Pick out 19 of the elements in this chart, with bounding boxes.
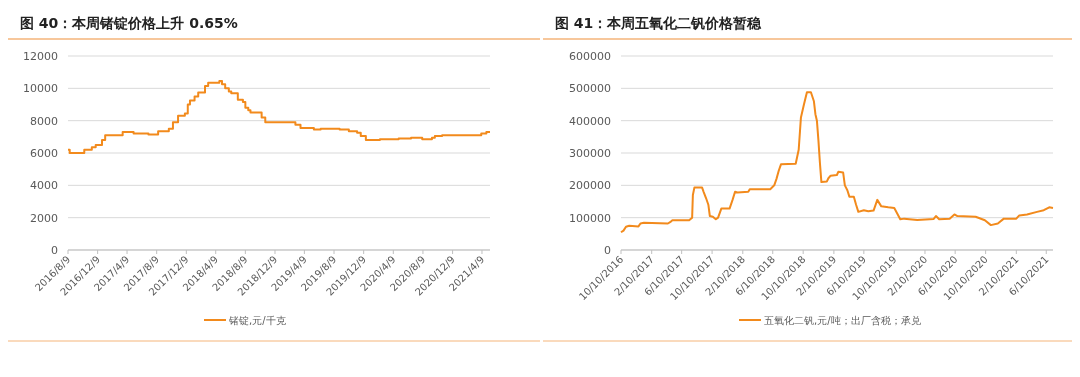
- y-tick-label: 4000: [30, 179, 58, 193]
- y-tick-label: 0: [604, 243, 611, 257]
- line-series: [620, 91, 1054, 234]
- y-tick-label: 500000: [569, 82, 611, 96]
- chart-title: 图 41：本周五氧化二钒价格暂稳: [555, 15, 763, 31]
- y-tick-label: 200000: [569, 179, 611, 193]
- y-tick-label: 400000: [569, 114, 611, 128]
- y-tick-label: 0: [51, 243, 58, 257]
- y-tick-label: 300000: [569, 146, 611, 160]
- y-tick-label: 2000: [30, 211, 58, 225]
- y-tick-label: 100000: [569, 211, 611, 225]
- y-tick-label: 600000: [569, 49, 611, 63]
- y-tick-label: 8000: [30, 114, 58, 128]
- y-tick-label: 12000: [23, 49, 58, 63]
- y-tick-label: 6000: [30, 146, 58, 160]
- chart-title: 图 40：本周锗锭价格上升 0.65%: [20, 15, 238, 31]
- legend-label: 锗锭,元/千克: [228, 314, 286, 326]
- y-tick-label: 10000: [23, 82, 58, 96]
- legend-label: 五氧化二钒,元/吨；出厂含税；承兑: [764, 314, 921, 326]
